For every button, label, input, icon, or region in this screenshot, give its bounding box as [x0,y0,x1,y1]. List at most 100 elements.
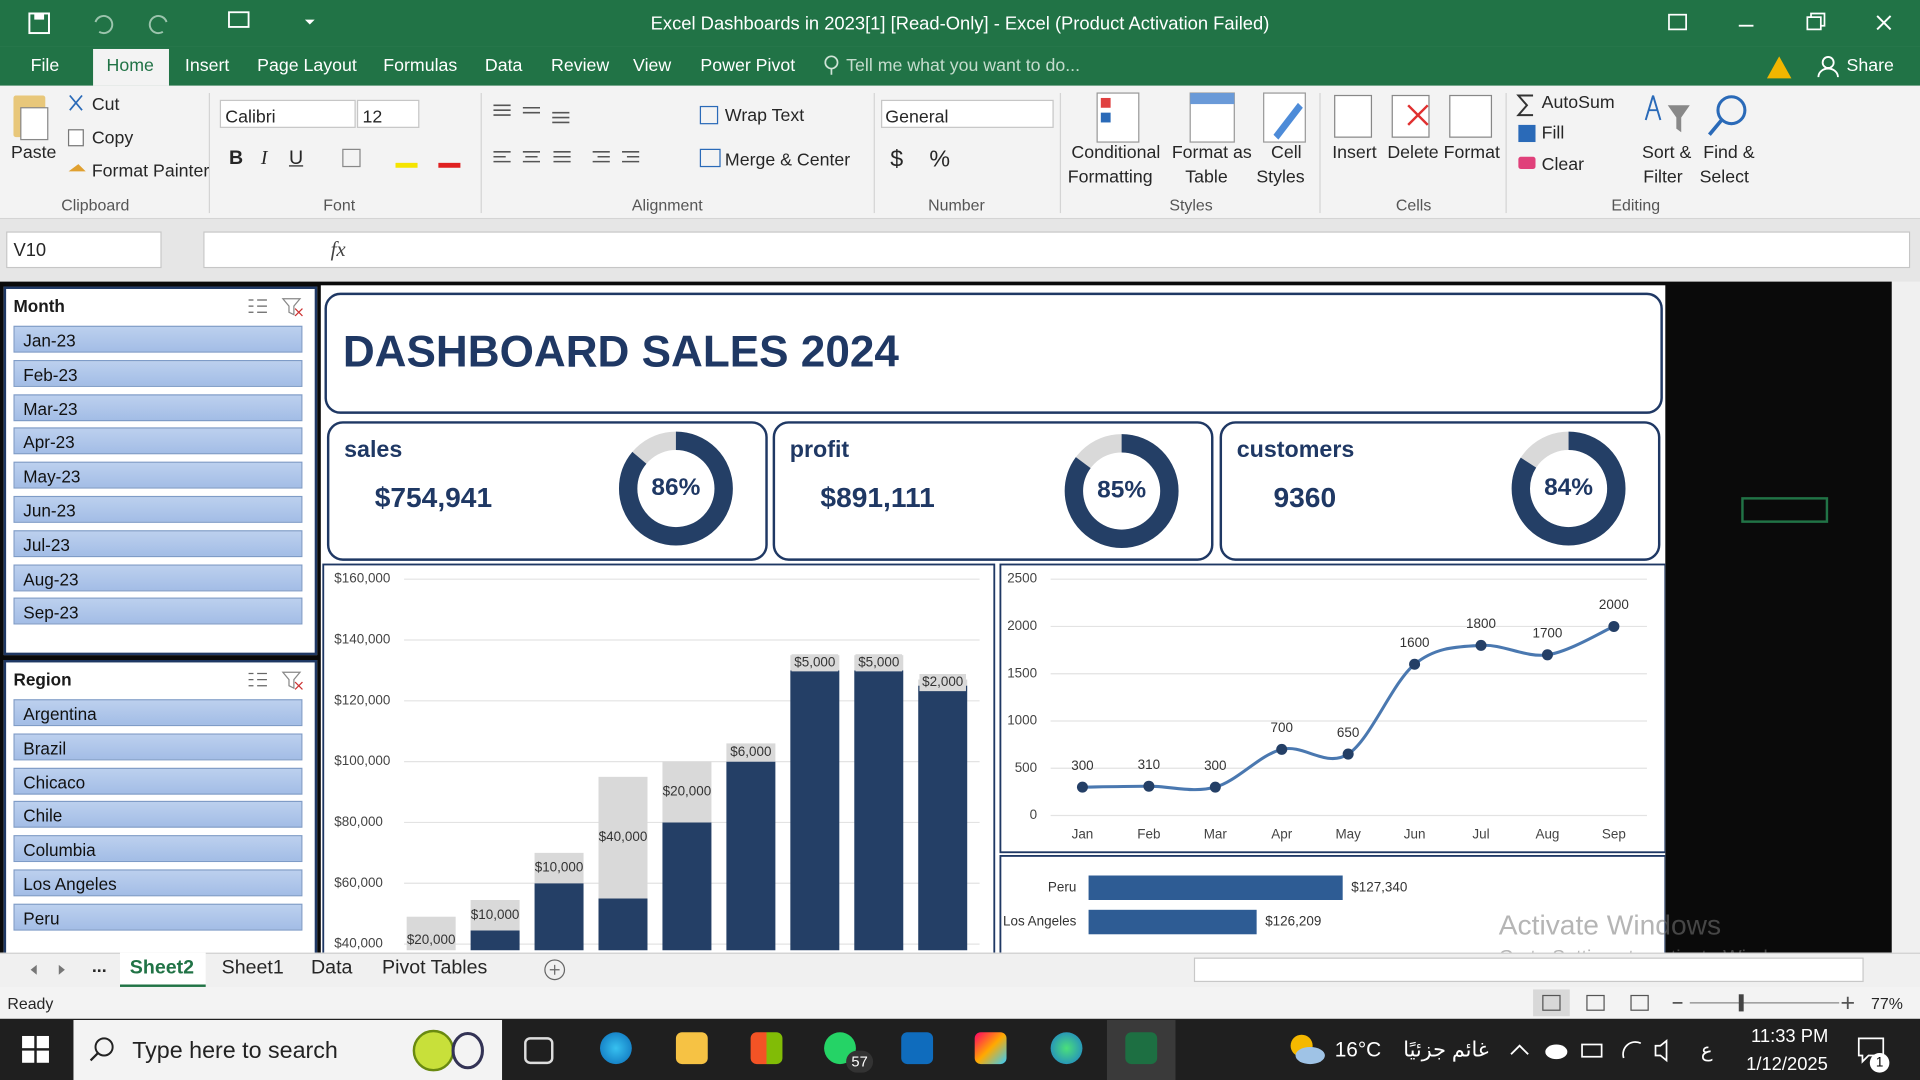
copilot-icon[interactable] [974,1032,1007,1065]
slicer-item[interactable]: Jul-23 [13,529,303,557]
ribbon-icons [13,92,1747,214]
underline-button[interactable]: U [288,148,304,169]
font-name-box[interactable]: Calibri [225,107,276,128]
slicer-item[interactable]: Columbia [13,835,303,863]
ribbon-tab[interactable]: View [633,56,672,76]
slicer-item[interactable]: Chile [13,801,303,829]
search-placeholder[interactable]: Type here to search [132,1038,338,1065]
tell-me-box[interactable]: Tell me what you want to do... [846,56,1081,76]
clock-date[interactable]: 1/12/2025 [1746,1054,1828,1076]
italic-button[interactable]: I [260,148,268,169]
merge-center-button[interactable]: Merge & Center [724,150,851,171]
sheet-tab[interactable]: Sheet1 [221,957,284,979]
excel-icon[interactable] [1125,1032,1158,1065]
ribbon-tab[interactable]: File [30,56,60,76]
slicer-item[interactable]: Aug-23 [13,563,303,591]
format-as-table-line1[interactable]: Format as [1171,143,1252,163]
number-format-box[interactable]: General [885,107,949,128]
find-select-line1[interactable]: Find & [1703,143,1755,163]
start-button[interactable] [22,1035,49,1063]
share-icons [1766,56,1839,79]
conditional-formatting-line2[interactable]: Formatting [1067,167,1153,188]
percent-button[interactable]: % [929,146,951,173]
slicer-item[interactable]: Peru [13,903,303,931]
delete-cells-button[interactable]: Delete [1387,143,1439,163]
slicer-item[interactable]: Mar-23 [13,393,303,421]
slicer-icons[interactable] [246,295,307,317]
horizontal-scrollbar[interactable] [1193,957,1864,983]
ribbon-tab[interactable]: Data [484,56,523,76]
search-highlight-image [412,1029,484,1072]
slicer-item[interactable]: Los Angeles [13,869,303,897]
add-sheet-button[interactable] [542,958,569,982]
sheet-tab[interactable]: Pivot Tables [382,957,488,979]
clear-button[interactable]: Clear [1541,155,1585,176]
copy-button[interactable]: Copy [91,128,134,149]
find-select-line2[interactable]: Select [1699,167,1749,188]
store-icon[interactable] [750,1032,783,1065]
slicer-item[interactable]: Jun-23 [13,495,303,523]
sheet-tab[interactable]: Sheet2 [129,957,195,979]
cell-styles-line1[interactable]: Cell [1271,143,1302,163]
sort-filter-line1[interactable]: Sort & [1642,143,1692,163]
slicer-item[interactable]: May-23 [13,461,303,489]
fill-button[interactable]: Fill [1541,123,1565,144]
view-and-zoom[interactable] [1531,989,1862,1017]
slicer-item[interactable]: Brazil [13,733,303,761]
share-button[interactable]: Share [1846,56,1894,76]
vertical-scrollbar[interactable] [1891,281,1920,953]
slicer-item[interactable]: Apr-23 [13,427,303,455]
clock-time[interactable]: 11:33 PM [1751,1026,1829,1047]
y-tick-label: 0 [1030,807,1037,822]
slicer-item[interactable]: Sep-23 [13,598,303,625]
y-tick-label: 500 [1015,760,1037,775]
ribbon-tab[interactable]: Review [551,56,610,76]
y-tick-label: $80,000 [334,814,383,829]
tray-icons[interactable] [1506,1036,1690,1065]
donut-label: 84% [1544,474,1593,501]
slicer-item[interactable]: Chicaco [13,767,303,795]
sort-filter-line2[interactable]: Filter [1643,167,1683,188]
cell-styles-line2[interactable]: Styles [1256,167,1305,188]
data-label: $6,000 [730,744,771,759]
wrap-text-button[interactable]: Wrap Text [724,106,805,127]
slicer-icons[interactable] [246,669,307,691]
explorer-icon[interactable] [675,1032,708,1065]
format-painter-button[interactable]: Format Painter [91,161,210,182]
format-as-table-line2[interactable]: Table [1185,167,1228,188]
ribbon-tab[interactable]: Insert [184,56,230,76]
sheet-tab[interactable]: Data [311,957,353,979]
autosum-button[interactable]: AutoSum [1541,93,1615,113]
edge-icon[interactable] [600,1032,632,1065]
slicer-item[interactable]: Jan-23 [13,325,303,353]
fx-button[interactable]: fx [330,237,346,261]
outlook-icon[interactable] [901,1032,934,1065]
bold-button[interactable]: B [228,148,244,169]
slicer-item[interactable]: Feb-23 [13,359,303,387]
formula-input[interactable] [203,231,1911,269]
task-view[interactable] [524,1037,554,1065]
font-size-box[interactable]: 12 [362,107,383,128]
tab-scroll-arrows[interactable] [22,960,71,980]
temperature: 16°C [1334,1038,1382,1062]
paste-button[interactable]: Paste [11,143,57,163]
browser-icon[interactable] [1050,1032,1083,1065]
input-language[interactable]: ع [1700,1040,1713,1062]
ribbon-tab[interactable]: Power Pivot [700,56,796,76]
group-label: Alignment [631,195,703,215]
slicer-item[interactable]: Argentina [13,699,303,727]
ribbon-tab[interactable]: Home [106,56,154,76]
cut-button[interactable]: Cut [91,95,120,116]
currency-button[interactable]: $ [890,146,904,173]
format-cells-button[interactable]: Format [1443,143,1500,163]
name-box[interactable]: V10 [13,240,47,261]
tab-ellipsis[interactable]: ... [91,957,107,978]
ribbon-tab[interactable]: Page Layout [257,56,357,76]
zoom-level[interactable]: 77% [1871,994,1903,1013]
slicer-title: Month [13,296,65,316]
insert-cells-button[interactable]: Insert [1332,143,1377,163]
data-label: $10,000 [535,860,584,875]
notification-icon[interactable] [1856,1036,1888,1065]
conditional-formatting-line1[interactable]: Conditional [1071,143,1161,163]
ribbon-tab[interactable]: Formulas [383,56,458,76]
